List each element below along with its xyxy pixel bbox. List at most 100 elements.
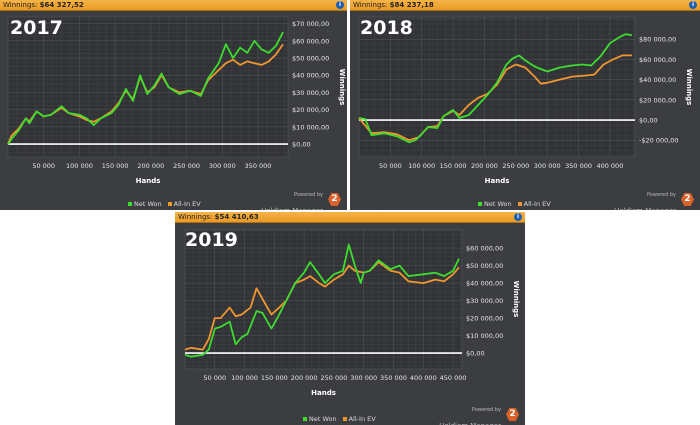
y-axis-label: Winnings [512, 281, 520, 318]
winnings-value: $54 410,63 [214, 213, 259, 221]
x-tick-label: 250 000 [502, 162, 529, 170]
chart-svg: 50 000 100 000 150 000 200 000 250 000 300 00… [184, 228, 520, 397]
y-tick-label: $30 000,00 [466, 297, 503, 305]
chart-title: 2019 [185, 229, 238, 251]
y-tick-label: $30 000,00 [292, 89, 329, 97]
x-tick-label: 300 000 [350, 374, 377, 382]
y-tick-label: $10 000,00 [466, 332, 503, 340]
legend-label: All-In EV [173, 200, 201, 208]
x-tick-label: 150 000 [440, 162, 467, 170]
info-icon[interactable]: i [689, 1, 697, 9]
x-tick-label: 100 000 [231, 374, 258, 382]
all-in-ev-swatch [167, 202, 172, 206]
brand-logo: Powered by Hold'em Manager 2 [439, 407, 519, 425]
legend-all-in-ev[interactable]: All-In EV [517, 200, 551, 208]
legend: Net Won All-In EV [128, 200, 201, 208]
x-tick-label: 200 000 [291, 374, 318, 382]
y-tick-label: $40 000,00 [639, 76, 676, 84]
y-tick-label: $40 000,00 [292, 72, 329, 80]
y-tick-label: $40 000,00 [466, 280, 503, 288]
x-tick-label: 200 000 [471, 162, 498, 170]
plot-area [7, 16, 289, 158]
y-tick-label: $20 000,00 [292, 106, 329, 114]
legend-net-won[interactable]: Net Won [303, 415, 337, 423]
x-tick-label: 450 000 [440, 374, 467, 382]
chart-svg: 50 000 100 000 150 000 200 000 250 000 300 00… [7, 16, 346, 185]
x-axis-label: Hands [485, 177, 510, 185]
winnings-label: Winnings: [353, 1, 388, 9]
y-tick-label: $60 000,00 [292, 37, 329, 45]
legend: Net Won All-In EV [303, 415, 376, 423]
x-tick-label: 50 000 [32, 162, 55, 170]
x-axis-label: Hands [311, 389, 336, 397]
y-tick-label: $0,00 [639, 117, 658, 125]
hex-logo-icon: 2 [506, 408, 519, 421]
series-line-all-in-ev [184, 261, 460, 351]
winnings-header: Winnings: $54 410,63 i [175, 212, 525, 223]
legend-net-won[interactable]: Net Won [128, 200, 162, 208]
info-icon[interactable]: i [336, 1, 344, 9]
powered-by-text: Powered by [472, 407, 501, 413]
series-line-net-won [358, 33, 633, 144]
all-in-ev-swatch [342, 417, 347, 421]
x-tick-label: 350 000 [380, 374, 407, 382]
x-tick-label: 300 000 [209, 162, 236, 170]
all-in-ev-swatch [517, 202, 522, 206]
legend-label: Net Won [484, 200, 512, 208]
x-tick-label: 400 000 [596, 162, 623, 170]
y-tick-label: $70 000,00 [292, 20, 329, 28]
chart-panel-2018: Winnings: $84 237,18 i 50 000 100 000 150 00… [350, 0, 700, 210]
hex-logo-icon: 2 [681, 193, 694, 206]
y-tick-label: $50 000,00 [466, 262, 503, 270]
y-tick-label: $60 000,00 [466, 245, 503, 253]
legend-label: All-In EV [523, 200, 551, 208]
x-tick-label: 200 000 [137, 162, 164, 170]
net-won-swatch [303, 417, 307, 421]
y-tick-label: $20 000,00 [639, 96, 676, 104]
chart-panel-2017: Winnings: $64 327,52 i 50 000 100 000 150 00… [0, 0, 347, 210]
series-line-net-won [184, 243, 460, 358]
brand-name: Hold'em Manager [614, 207, 694, 210]
legend-net-won[interactable]: Net Won [478, 200, 512, 208]
series-line-net-won [7, 31, 284, 145]
x-tick-label: 150 000 [261, 374, 288, 382]
x-tick-label: 350 000 [245, 162, 272, 170]
net-won-swatch [128, 202, 132, 206]
legend-label: All-In EV [348, 415, 376, 423]
legend-all-in-ev[interactable]: All-In EV [167, 200, 201, 208]
powered-by-text: Powered by [647, 192, 676, 198]
x-tick-label: 100 000 [408, 162, 435, 170]
x-tick-label: 400 000 [410, 374, 437, 382]
legend-label: Net Won [134, 200, 162, 208]
y-axis-label: Winnings [685, 69, 693, 106]
chart-svg: 50 000 100 000 150 000 200 000 250 000 300 00… [358, 16, 693, 185]
x-tick-label: 300 000 [534, 162, 561, 170]
x-tick-label: 150 000 [102, 162, 129, 170]
x-tick-label: 50 000 [379, 162, 402, 170]
brand-name: Hold'em Manager [261, 207, 341, 210]
legend: Net Won All-In EV [478, 200, 551, 208]
chart-panel-2019: Winnings: $54 410,63 i 50 000 100 000 150 00… [175, 212, 525, 425]
info-icon[interactable]: i [514, 213, 522, 221]
brand-logo: Powered by Hold'em Manager 2 [261, 192, 341, 210]
y-tick-label: -$20 000,00 [639, 137, 679, 145]
x-tick-label: 100 000 [66, 162, 93, 170]
x-axis-label: Hands [136, 177, 161, 185]
y-tick-label: $10 000,00 [292, 123, 329, 131]
y-tick-label: $20 000,00 [466, 315, 503, 323]
x-tick-label: 250 000 [320, 374, 347, 382]
plot-area [358, 16, 636, 158]
chart-title: 2018 [360, 17, 413, 39]
winnings-label: Winnings: [178, 213, 213, 221]
x-tick-label: 50 000 [203, 374, 226, 382]
net-won-swatch [478, 202, 482, 206]
legend-label: Net Won [309, 415, 337, 423]
y-axis-label: Winnings [338, 69, 346, 106]
hex-logo-icon: 2 [328, 193, 341, 206]
winnings-header: Winnings: $84 237,18 i [350, 0, 700, 11]
y-tick-label: $0,00 [292, 141, 311, 149]
brand-logo: Powered by Hold'em Manager 2 [614, 192, 694, 210]
winnings-header: Winnings: $64 327,52 i [0, 0, 347, 11]
y-tick-label: $50 000,00 [292, 54, 329, 62]
legend-all-in-ev[interactable]: All-In EV [342, 415, 376, 423]
